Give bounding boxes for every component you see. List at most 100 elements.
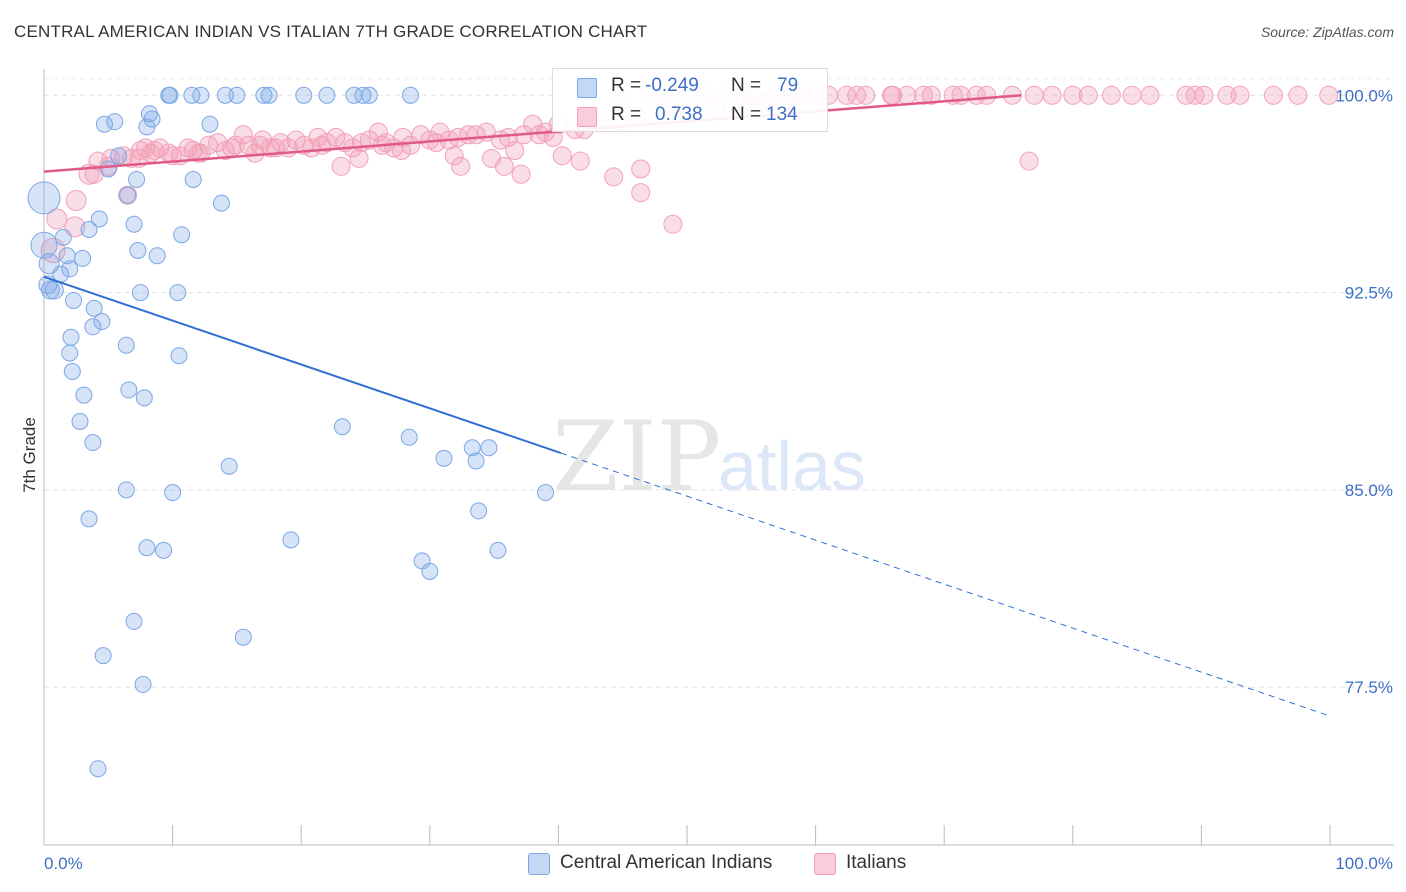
central-american-indians-point [27, 181, 61, 215]
central-american-indians-point [128, 170, 146, 188]
italians-point [631, 159, 651, 179]
italians-point [1122, 85, 1142, 105]
watermark-atlas: atlas [718, 427, 866, 505]
central-american-indians-point [61, 260, 79, 278]
central-american-indians-point [30, 231, 58, 259]
central-american-indians-point [421, 562, 439, 580]
central-american-indians-point [255, 86, 273, 104]
central-american-indians-point [125, 215, 143, 233]
central-american-indians-point [184, 170, 202, 188]
legend-row-central-american-indians: R = -0.249 N = 79 [553, 71, 827, 101]
central-american-indians-point [131, 284, 149, 302]
italians-point [1319, 85, 1339, 105]
central-american-indians-point [164, 484, 182, 502]
central-american-indians-point [463, 439, 481, 457]
central-american-indians-point [173, 226, 191, 244]
chart-title: CENTRAL AMERICAN INDIAN VS ITALIAN 7TH G… [14, 22, 648, 41]
italians-point [1185, 85, 1205, 105]
central-american-indians-point [63, 363, 81, 381]
central-american-indians-point [400, 428, 418, 446]
central-american-indians-point [80, 220, 98, 238]
central-american-indians-point [61, 344, 79, 362]
legend-n-label: N = [731, 75, 762, 96]
central-american-indians-points [27, 86, 555, 778]
y-tick-label: 77.5% [1345, 678, 1393, 697]
italians-point [631, 183, 651, 203]
italians-point [466, 125, 486, 145]
watermark: ZIP atlas [552, 401, 866, 513]
italians-point [65, 190, 87, 212]
central-american-indians-point [94, 647, 112, 665]
central-american-indians-point [71, 412, 89, 430]
bottom-legend-label: Central American Indians [560, 852, 773, 873]
italians-point [604, 167, 624, 187]
central-american-indians-point [155, 541, 173, 559]
central-american-indians-point [134, 676, 152, 694]
italians-point [847, 85, 867, 105]
italians-point [883, 85, 903, 105]
central-american-indians-point [138, 539, 156, 557]
italians-point [118, 185, 138, 205]
central-american-indians-point [467, 452, 485, 470]
central-american-indians-point [80, 510, 98, 528]
central-american-indians-point [44, 280, 64, 300]
central-american-indians-point [470, 502, 488, 520]
central-american-indians-point [333, 418, 351, 436]
legend-n-label: N = [731, 104, 762, 125]
italians-point [914, 85, 934, 105]
central-american-indians-point [138, 118, 156, 136]
bottom-legend-label: Italians [846, 852, 907, 873]
italians-point [552, 146, 572, 166]
central-american-indians-point [345, 86, 363, 104]
central-american-indians-point [216, 86, 234, 104]
central-american-indians-point [65, 291, 83, 309]
bottom-legend-swatch-blue [528, 853, 550, 875]
central-american-indians-point [62, 328, 80, 346]
italians-point [1230, 85, 1250, 105]
italians-point [977, 85, 997, 105]
central-american-indians-point [135, 389, 153, 407]
watermark-zip: ZIP [552, 401, 721, 513]
italians-point [392, 141, 412, 161]
central-american-indians-point [74, 249, 92, 267]
italians-point [401, 135, 421, 155]
italians-point [121, 148, 141, 168]
legend-r-value: 0.738 [655, 104, 703, 125]
italians-point [411, 125, 431, 145]
gridlines [44, 78, 1394, 688]
x-tick-label: 0.0% [44, 854, 83, 873]
x-tick-label: 100.0% [1335, 854, 1393, 873]
central-american-indians-point [295, 86, 313, 104]
central-american-indians-trend-line [43, 275, 562, 455]
legend-n-value: 79 [777, 75, 799, 96]
bottom-legend-swatch-pink [814, 853, 836, 875]
legend-r-label: R = [611, 75, 642, 96]
central-american-indians-trend-extension [560, 452, 1331, 717]
central-american-indians-point [234, 628, 252, 646]
italians-point [570, 151, 590, 171]
central-american-indians-point [480, 439, 498, 457]
central-american-indians-point [95, 115, 113, 133]
central-american-indians-point [106, 113, 124, 131]
central-american-indians-point [160, 86, 178, 104]
central-american-indians-point [260, 86, 278, 104]
italians-point [250, 135, 270, 155]
central-american-indians-point [192, 86, 210, 104]
central-american-indians-point [38, 253, 60, 275]
central-american-indians-point [93, 313, 111, 331]
italians-point [1042, 85, 1062, 105]
central-american-indians-point [402, 86, 420, 104]
italians-point [505, 141, 525, 161]
central-american-indians-point [212, 194, 230, 212]
italians-point [451, 156, 471, 176]
italians-point [145, 141, 165, 161]
y-tick-label: 100.0% [1335, 86, 1393, 105]
italians-point [444, 146, 464, 166]
italians-point [1101, 85, 1121, 105]
italians-point [663, 214, 683, 234]
central-american-indians-point [117, 481, 135, 499]
central-american-indians-point [489, 541, 507, 559]
y-axis-label: 7th Grade [20, 417, 39, 493]
stats-legend: R = -0.249 N = 79 R = 0.738 N = 134 [552, 68, 828, 132]
